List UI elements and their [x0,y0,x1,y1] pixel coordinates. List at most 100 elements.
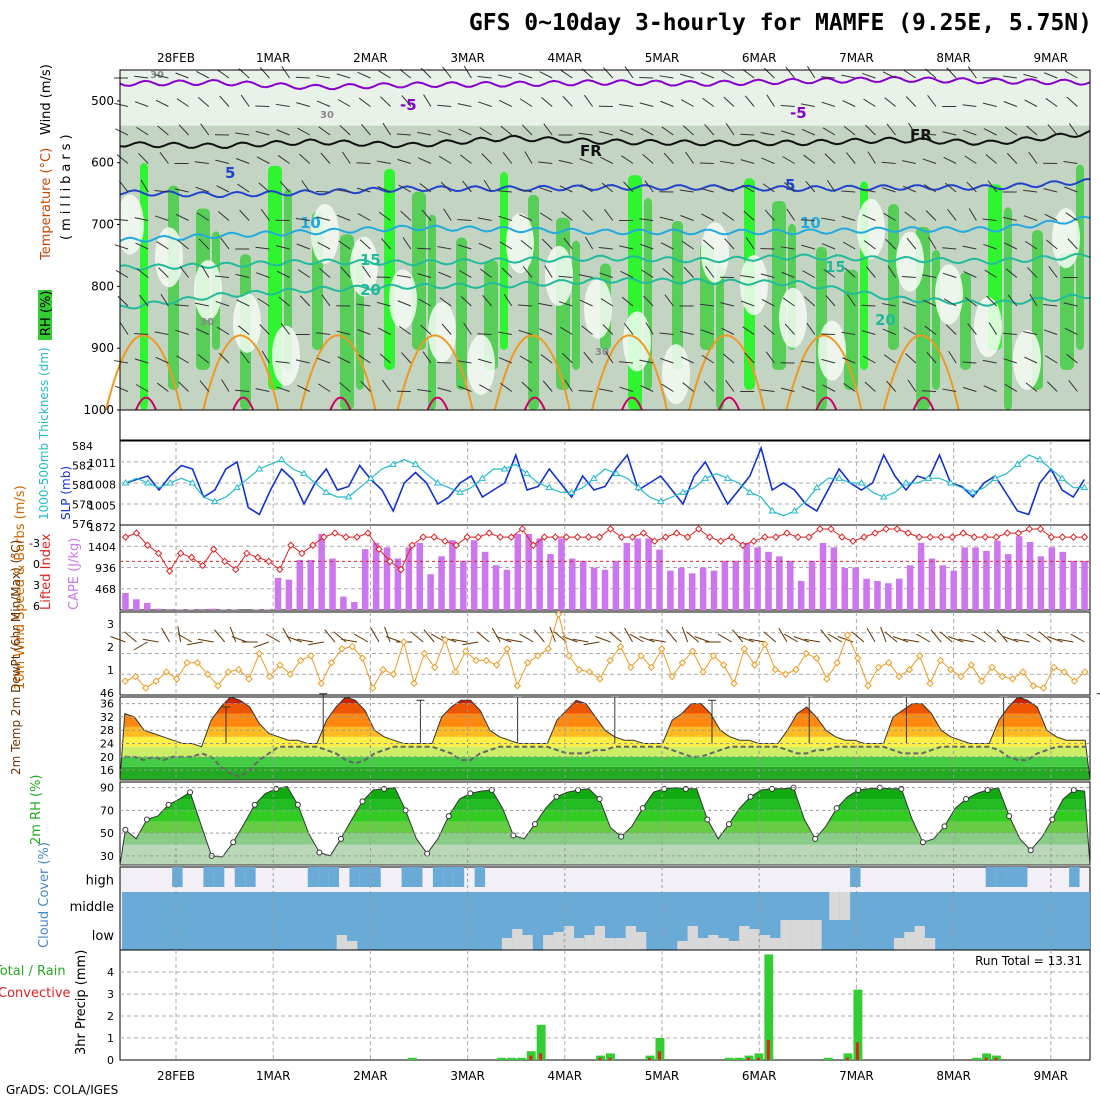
cloud-cell [839,892,851,920]
cape-bar [514,533,522,610]
thickness-marker [701,474,710,481]
surface-wind-barb [1057,638,1074,643]
isotherm-warm [202,334,280,411]
wind-barb [377,186,391,193]
cloud-cell [318,867,329,887]
wind-barb [524,151,533,164]
wind-tick-label: 46 [100,687,114,700]
cloud-cell [677,941,688,950]
wind-barb [942,272,957,278]
wind-barb [781,130,795,136]
wind-barb [803,154,816,164]
wind-barb [397,158,411,164]
cloud-cell [605,938,616,950]
rh-dry-patch [701,222,729,283]
wind-speed-marker [492,661,501,669]
wind-barb [261,350,270,364]
lifted-index-marker [309,541,317,549]
cloud-cell [443,867,454,887]
cape-bar [329,558,336,610]
wind-barb [861,188,876,193]
lifted-index-marker [661,533,670,541]
cape-bar [318,533,325,610]
surface-wind-barb [983,631,997,643]
wind-barb [923,184,937,193]
precip-conv-bar [648,1057,652,1060]
wind-barb [1066,96,1078,107]
wind-barb [1003,242,1018,250]
wind-barb [295,218,310,221]
wind-speed-marker [307,652,315,660]
lifted-index-marker [165,567,174,575]
wind-barb [745,237,755,250]
wind-barb [1025,382,1038,392]
precip-total-bar [972,1057,982,1060]
wind-barb [679,189,694,193]
surface-wind-barb [583,641,600,646]
lifted-index-marker [375,545,383,553]
wind-barb [1024,99,1038,107]
wind-barb [1023,331,1038,335]
surface-wind-barb [324,629,336,643]
precip-tick-label: 1 [107,1032,114,1045]
wind-barb [463,322,472,335]
wind-barb [1043,188,1058,193]
wind-speed-marker [234,665,243,674]
thickness-marker [210,497,219,505]
wind-speed-marker [854,654,862,662]
wind-barb [114,218,129,221]
cape-bar [460,560,467,610]
rh-marker [230,839,237,846]
wind-barb [699,303,714,307]
thickness-marker [389,460,398,467]
wind-barb [721,327,735,335]
cape-bar [906,565,914,610]
cape-bar [143,602,151,610]
lifted-index-marker [672,529,681,537]
wind-barb [540,354,553,364]
rh-column [1004,207,1012,410]
wind-barb [846,152,856,164]
rh-dry-patch [233,292,261,353]
wind-barb [926,351,937,364]
surface-wind-barb [748,638,765,643]
surface-wind-barb [385,636,402,643]
wind-barb [378,70,391,79]
cape-tick-label: 936 [95,562,116,575]
rh-column [384,168,395,370]
thickness-marker [1058,474,1067,481]
wind-speed-marker [689,647,697,655]
thickness-marker [634,483,643,491]
rh-marker [919,839,926,846]
cloud-cell [1006,867,1017,887]
cape-bar [1081,560,1088,610]
wind-barb [1003,216,1017,221]
cape-tick-label: 468 [95,583,116,596]
surface-wind-barb [186,641,203,646]
wind-barb [337,214,351,221]
contour-label: 5 [225,164,235,182]
wind-barb [380,96,391,107]
wind-barb [702,97,715,107]
wind-barb [700,72,714,79]
wind-barb [154,331,169,335]
lifted-index-marker [683,533,692,541]
wind-barb [582,210,593,221]
wind-barb [258,182,270,193]
precip-total-bar [853,989,863,1060]
wind-barb [463,65,472,79]
wind-barb [317,383,331,392]
thickness-marker [991,474,1000,481]
surface-wind-barb [793,636,810,643]
lifted-index-marker [529,541,538,549]
wind-speed-marker [596,675,604,683]
wind-barb [578,390,593,392]
rh-marker [704,816,711,823]
wind-barb [584,236,594,250]
wind-speed-marker [885,659,893,667]
wind-barb [598,388,613,392]
wind-barb [501,267,513,278]
rh-band [120,844,1090,865]
surface-wind-barb [177,633,192,643]
rh-marker [337,835,344,842]
